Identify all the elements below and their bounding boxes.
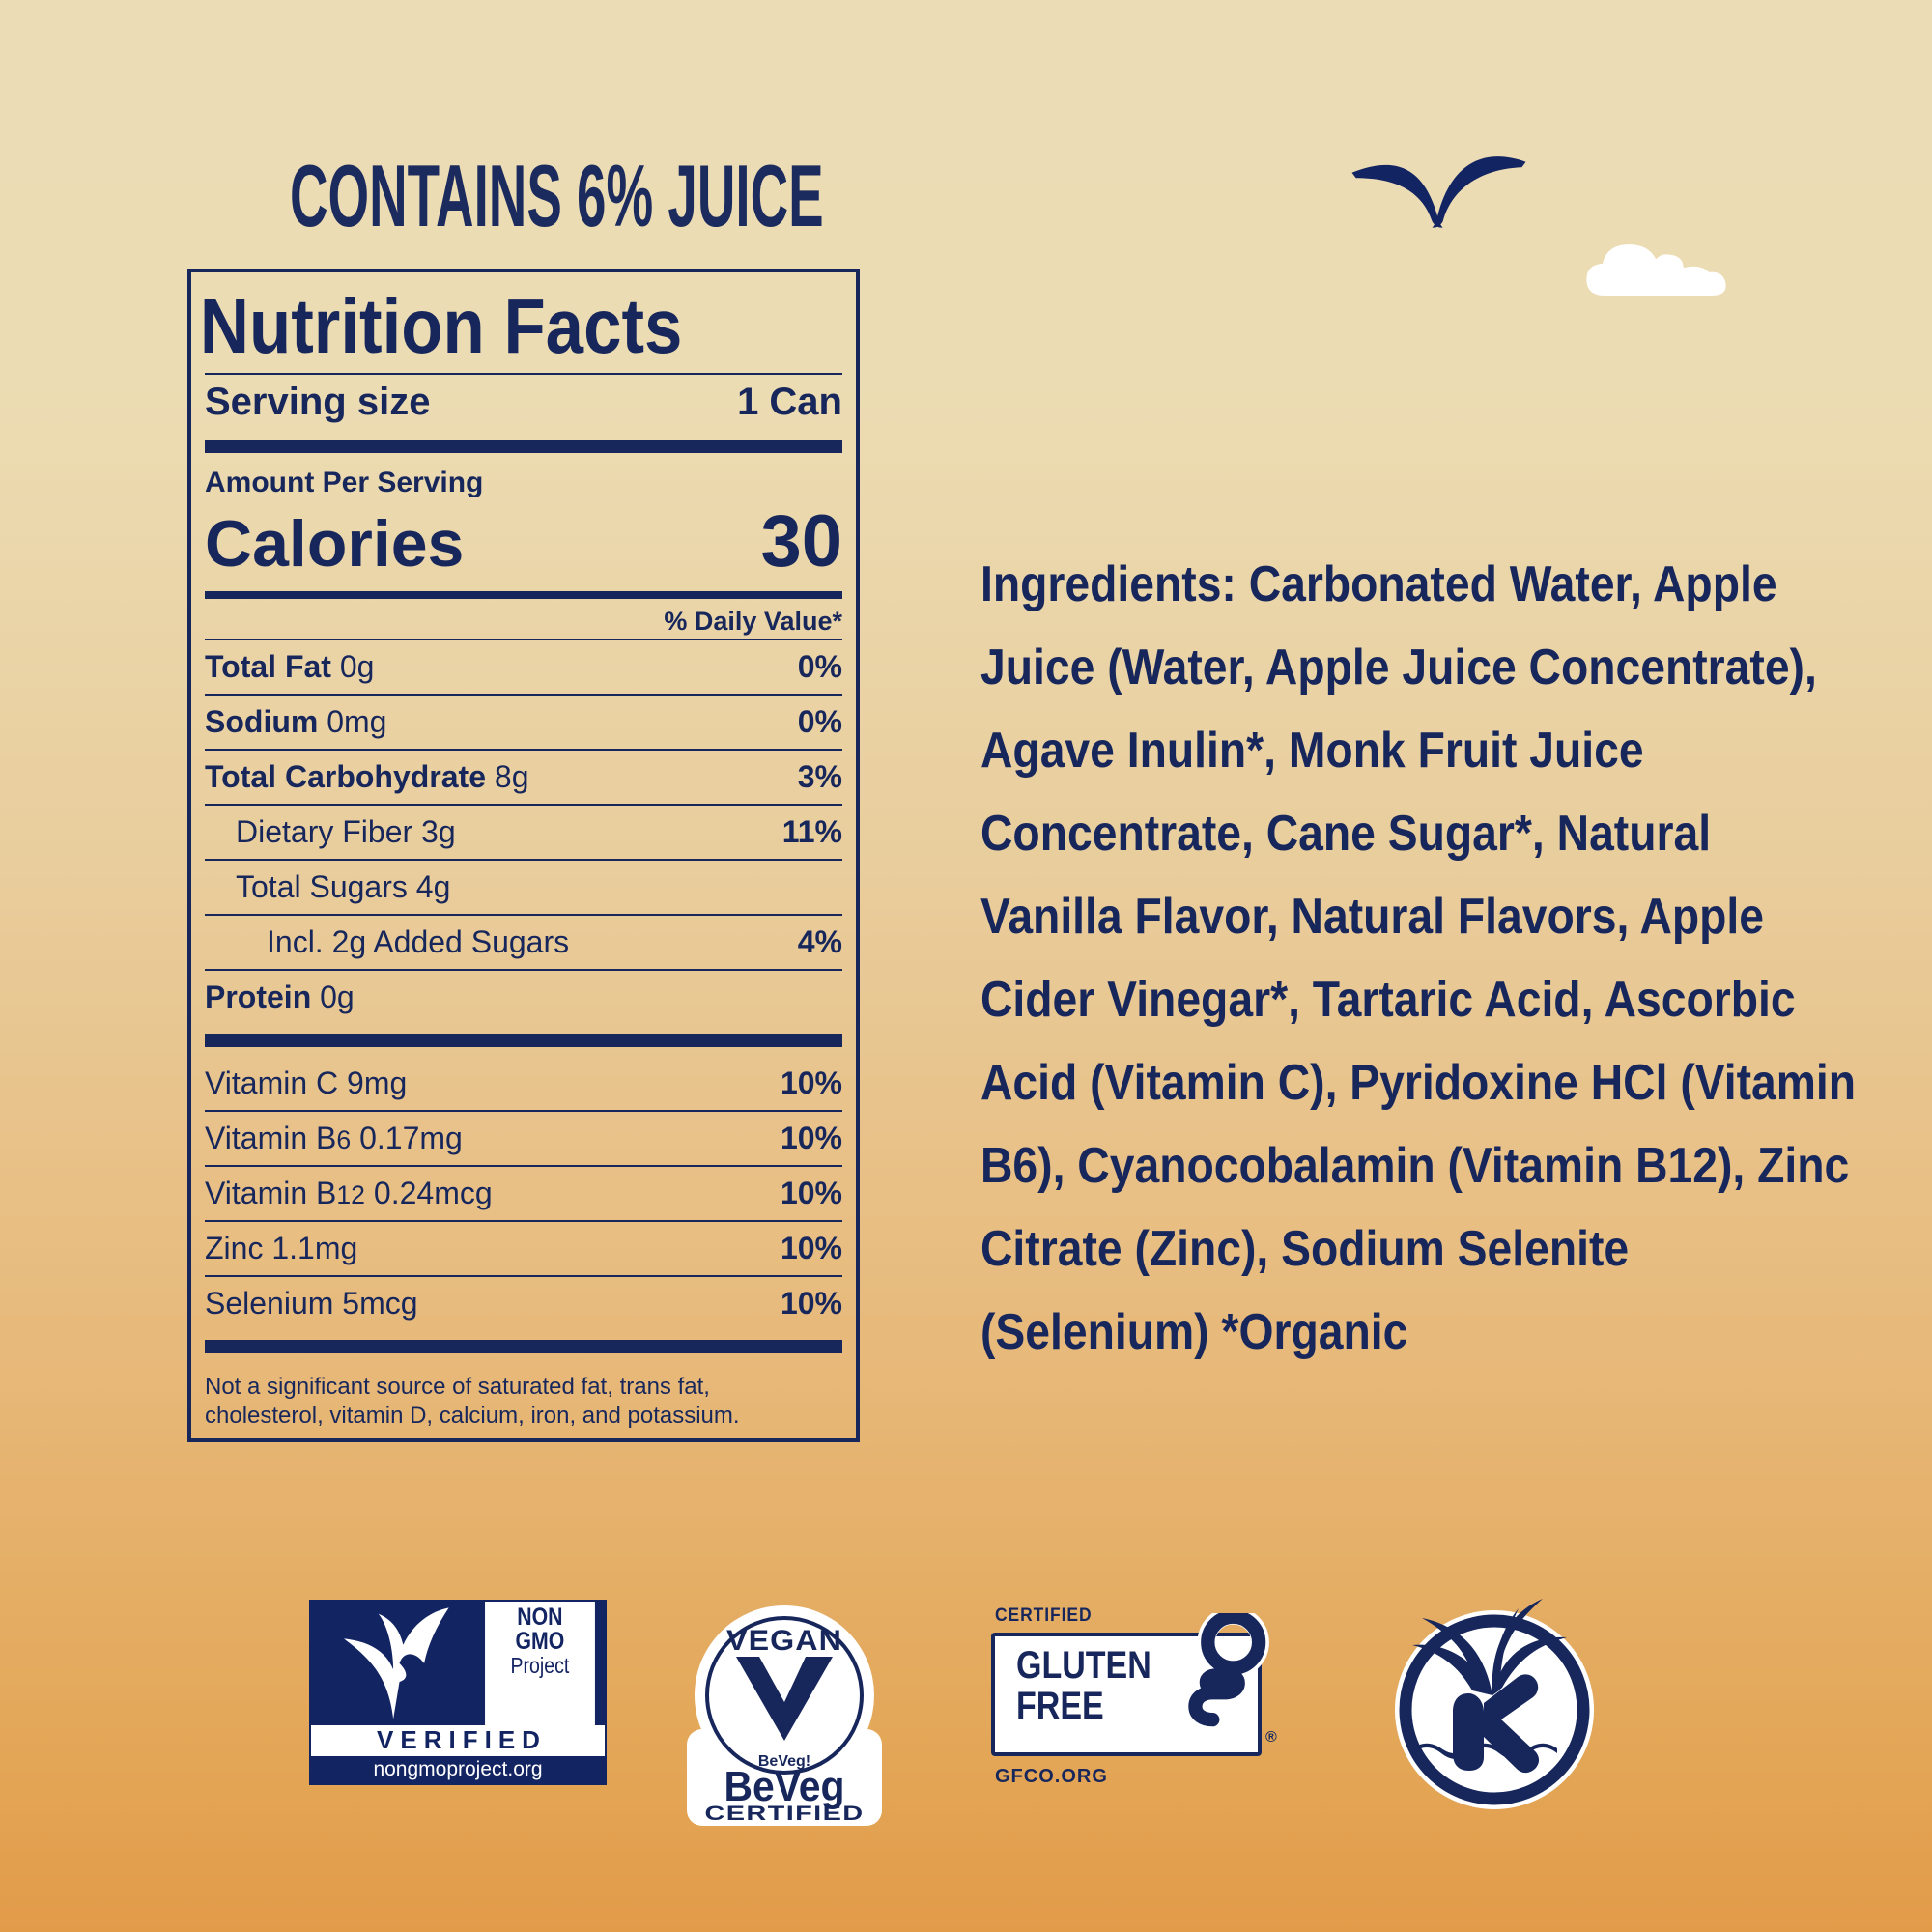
svg-text:CERTIFIED: CERTIFIED	[705, 1803, 865, 1825]
svg-text:VEGAN: VEGAN	[726, 1625, 842, 1657]
